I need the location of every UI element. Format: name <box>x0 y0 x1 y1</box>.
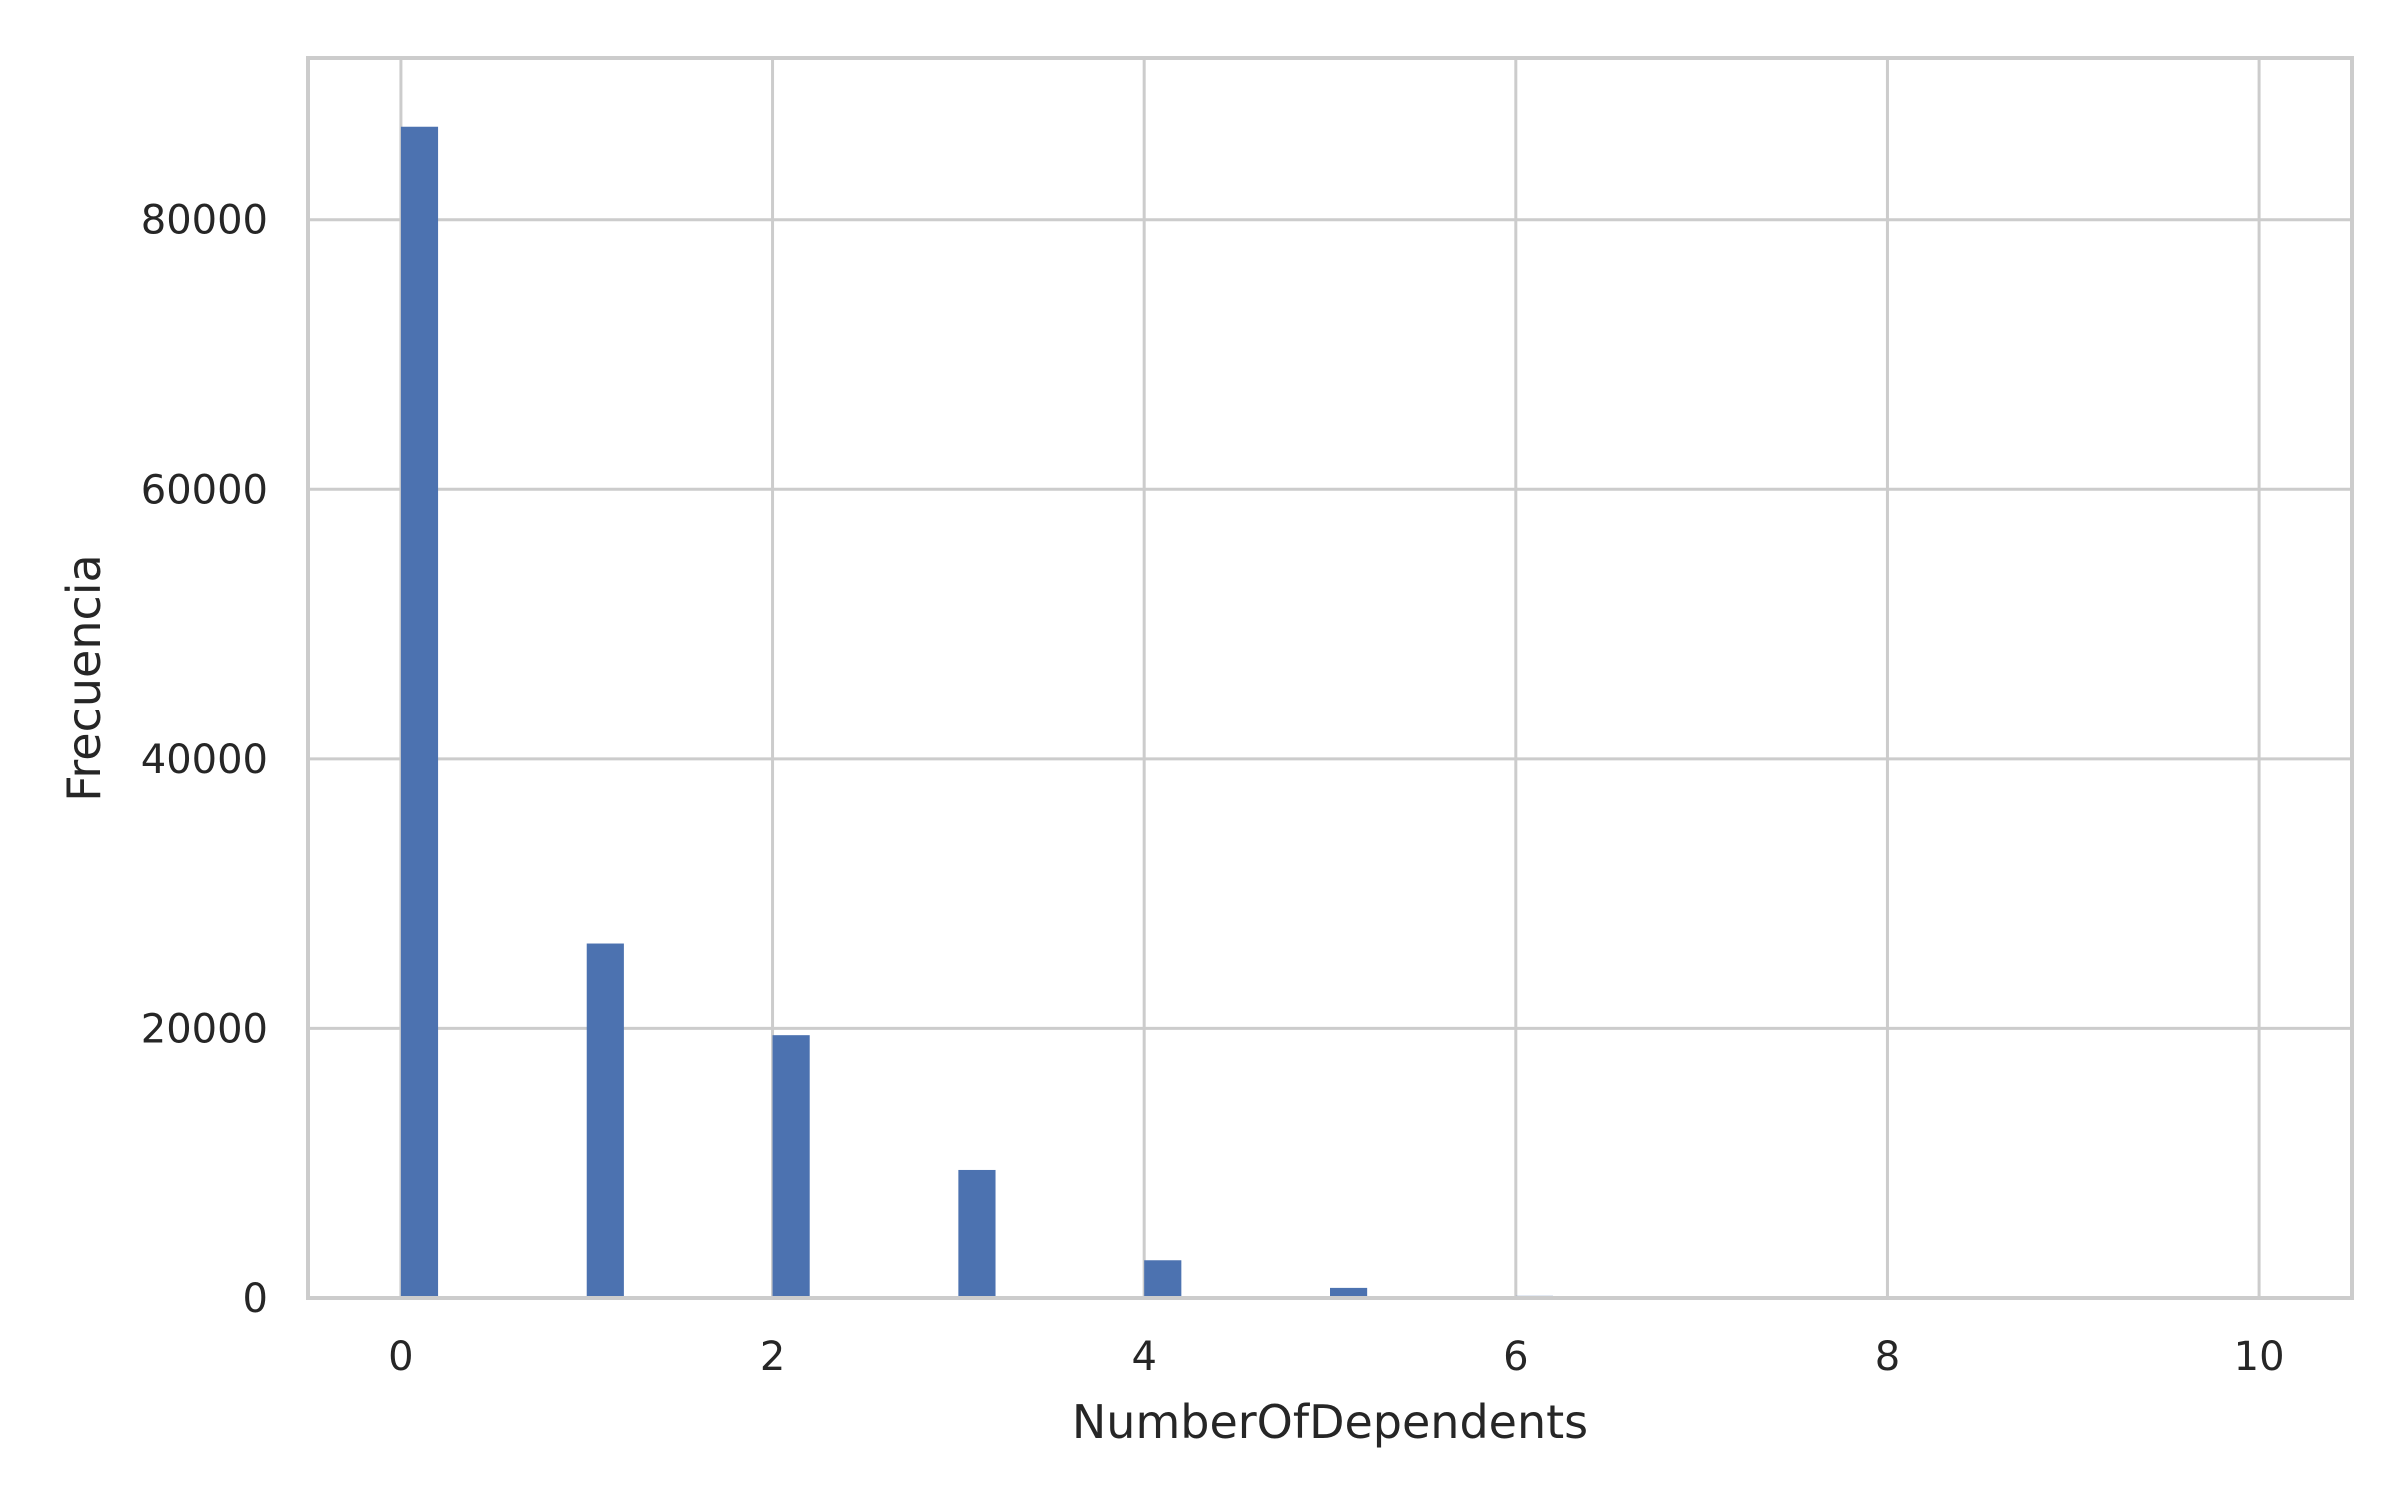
x-axis-label: NumberOfDependents <box>1072 1395 1588 1449</box>
y-tick-label: 20000 <box>141 1006 268 1052</box>
bar-3 <box>958 1169 996 1298</box>
x-tick-label: 10 <box>2234 1334 2285 1380</box>
plot-frame <box>306 56 2354 1300</box>
bar-1 <box>586 943 624 1298</box>
y-tick-labels: 0 20000 40000 60000 80000 <box>141 198 268 1322</box>
bar-4 <box>1144 1260 1182 1298</box>
bar-2 <box>772 1035 810 1298</box>
x-tick-label: 8 <box>1875 1334 1900 1380</box>
y-tick-label: 60000 <box>141 467 268 513</box>
x-tick-labels: 0 2 4 6 8 10 <box>388 1334 2284 1380</box>
y-tick-label: 0 <box>243 1276 268 1322</box>
x-tick-label: 4 <box>1131 1334 1156 1380</box>
y-tick-label: 80000 <box>141 198 268 244</box>
bar-5 <box>1330 1287 1368 1298</box>
y-axis-label: Frecuencia <box>57 554 111 801</box>
bars <box>400 126 2297 1298</box>
x-tick-label: 6 <box>1503 1334 1528 1380</box>
x-tick-label: 0 <box>388 1334 413 1380</box>
x-tick-label: 2 <box>760 1334 785 1380</box>
bar-0 <box>400 126 439 1298</box>
y-tick-label: 40000 <box>141 737 268 783</box>
